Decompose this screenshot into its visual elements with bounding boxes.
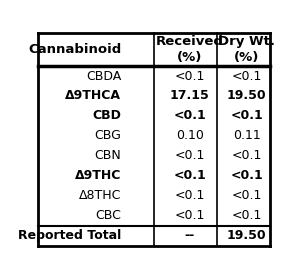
Text: <0.1: <0.1: [232, 149, 262, 162]
Text: <0.1: <0.1: [232, 189, 262, 202]
Text: <0.1: <0.1: [230, 110, 263, 123]
Text: CBN: CBN: [94, 149, 121, 162]
Text: <0.1: <0.1: [175, 189, 205, 202]
Text: Dry Wt.
(%): Dry Wt. (%): [218, 35, 275, 64]
Text: --: --: [185, 229, 195, 242]
Text: Reported Total: Reported Total: [18, 229, 121, 242]
Text: Δ9THC: Δ9THC: [75, 169, 121, 182]
Text: CBG: CBG: [94, 129, 121, 142]
Text: <0.1: <0.1: [175, 209, 205, 222]
Text: 19.50: 19.50: [227, 229, 267, 242]
Text: <0.1: <0.1: [173, 169, 206, 182]
Text: 0.10: 0.10: [176, 129, 204, 142]
Text: 19.50: 19.50: [227, 89, 267, 102]
Text: Received
(%): Received (%): [156, 35, 224, 64]
Text: <0.1: <0.1: [232, 209, 262, 222]
Text: CBD: CBD: [92, 110, 121, 123]
Text: <0.1: <0.1: [232, 70, 262, 83]
Text: CBC: CBC: [95, 209, 121, 222]
Text: 0.11: 0.11: [233, 129, 261, 142]
Text: CBDA: CBDA: [86, 70, 121, 83]
Text: Δ8THC: Δ8THC: [79, 189, 121, 202]
Text: <0.1: <0.1: [175, 149, 205, 162]
Text: <0.1: <0.1: [173, 110, 206, 123]
Text: 17.15: 17.15: [170, 89, 210, 102]
Text: Δ9THCA: Δ9THCA: [65, 89, 121, 102]
Text: <0.1: <0.1: [230, 169, 263, 182]
Text: <0.1: <0.1: [175, 70, 205, 83]
Text: Cannabinoid: Cannabinoid: [28, 43, 121, 56]
